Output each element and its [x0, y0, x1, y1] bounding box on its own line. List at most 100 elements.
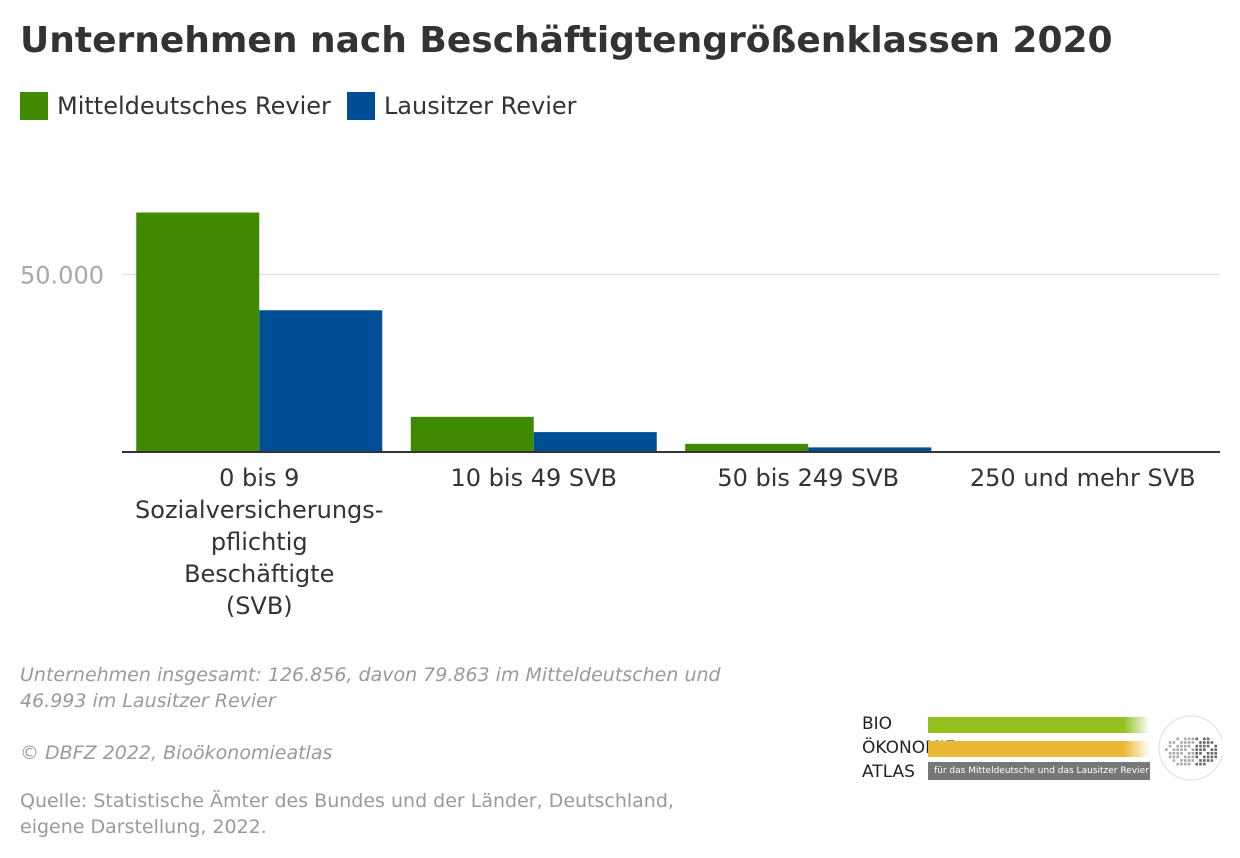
x-tick-label-line: Beschäftigte	[184, 560, 335, 588]
map-dot	[1199, 759, 1202, 762]
map-dot	[1199, 752, 1202, 755]
map-dot	[1180, 752, 1183, 755]
map-dot	[1187, 741, 1191, 744]
x-tick-label-line: 0 bis 9	[219, 464, 300, 492]
x-tick-label-line: 50 bis 249 SVB	[717, 464, 900, 492]
map-dot	[1195, 744, 1198, 748]
map-dot	[1210, 741, 1214, 744]
bioeconomy-atlas-logo: BIO ÖKONOMIE ATLAS für das Mitteldeutsch…	[862, 714, 1222, 786]
bar-mitteldeutsch-0	[136, 212, 260, 452]
logo-subtitle: für das Mitteldeutsche und das Lausitzer…	[928, 762, 1150, 780]
map-dot	[1199, 741, 1202, 744]
y-tick-label-0: 50.000	[20, 261, 104, 289]
map-dot	[1180, 741, 1183, 744]
map-dot	[1206, 744, 1210, 748]
map-dot	[1176, 748, 1179, 751]
map-dot	[1206, 752, 1210, 755]
map-dot	[1199, 744, 1202, 748]
map-dot	[1184, 741, 1187, 744]
map-dot	[1203, 737, 1206, 741]
copyright-note: © DBFZ 2022, Bioökonomieatlas	[20, 742, 333, 764]
map-dot	[1214, 752, 1217, 755]
bar-lausitz-0	[259, 310, 383, 452]
map-dot	[1184, 759, 1187, 762]
x-tick-label-1: 10 bis 49 SVB	[394, 462, 674, 494]
map-dot	[1191, 741, 1195, 744]
map-dot	[1172, 755, 1176, 759]
map-dot	[1187, 744, 1191, 748]
x-tick-label-0: 0 bis 9 Sozialversicherungs-pflichtig Besc…	[119, 462, 399, 622]
map-dot	[1165, 748, 1168, 751]
map-dot	[1210, 752, 1214, 755]
map-dot	[1168, 741, 1172, 744]
logo-text-atlas: ATLAS	[862, 762, 915, 782]
map-dot	[1203, 755, 1206, 759]
map-dot	[1180, 759, 1183, 762]
map-dot	[1187, 762, 1191, 766]
map-dot	[1195, 752, 1198, 755]
map-dot	[1187, 752, 1191, 755]
map-dot	[1184, 748, 1187, 751]
map-dot	[1206, 755, 1210, 759]
summary-note: Unternehmen insgesamt: 126.856, davon 79…	[20, 662, 721, 714]
map-dot	[1191, 759, 1195, 762]
map-dot	[1176, 744, 1179, 748]
map-dot	[1191, 755, 1195, 759]
map-dot	[1176, 755, 1179, 759]
map-dot	[1214, 748, 1217, 751]
map-dot	[1187, 737, 1191, 741]
x-tick-label-3: 250 und mehr SVB	[943, 462, 1223, 494]
map-dot	[1203, 744, 1206, 748]
map-dot	[1191, 752, 1195, 755]
logo-bar-bio	[928, 717, 1150, 733]
legend-item-lausitzer[interactable]: Lausitzer Revier	[346, 92, 577, 120]
legend-label-lausitzer: Lausitzer Revier	[383, 92, 577, 120]
map-dot	[1176, 752, 1179, 755]
source-line-1: Quelle: Statistische Ämter des Bundes un…	[20, 790, 674, 812]
summary-line-1: Unternehmen insgesamt: 126.856, davon 79…	[20, 664, 721, 686]
bar-mitteldeutsch-2	[685, 443, 809, 452]
map-dot	[1184, 762, 1187, 766]
x-tick-label-line: (SVB)	[225, 592, 293, 620]
map-dot	[1187, 759, 1191, 762]
summary-line-2: 46.993 im Lausitzer Revier	[20, 690, 276, 712]
bar-lausitz-2	[808, 447, 932, 452]
map-dot	[1184, 737, 1187, 741]
x-tick-label-line: 250 und mehr SVB	[969, 464, 1196, 492]
logo-bar-oekonomie	[928, 741, 1150, 757]
source-note: Quelle: Statistische Ämter des Bundes un…	[20, 788, 674, 840]
map-dot	[1206, 741, 1210, 744]
map-dot	[1191, 737, 1195, 741]
legend-swatch-mitteldeutsches	[20, 92, 48, 120]
x-tick-label-line: 10 bis 49 SVB	[450, 464, 618, 492]
map-dot	[1184, 744, 1187, 748]
legend: Mitteldeutsches Revier Lausitzer Revier	[20, 92, 593, 120]
region-map-icon	[1158, 715, 1222, 781]
map-dot	[1195, 755, 1198, 759]
legend-label-mitteldeutsches: Mitteldeutsches Revier	[57, 92, 331, 120]
map-dot	[1199, 762, 1202, 766]
map-dot	[1168, 755, 1172, 759]
map-dot	[1203, 762, 1206, 766]
logo-text-bio: BIO	[862, 714, 893, 734]
map-dot	[1214, 755, 1217, 759]
map-dot	[1180, 762, 1183, 766]
map-dot	[1210, 759, 1214, 762]
map-dot	[1187, 755, 1191, 759]
map-dot	[1214, 744, 1217, 748]
map-dot	[1206, 759, 1210, 762]
map-dot	[1195, 737, 1198, 741]
map-dot	[1176, 762, 1179, 766]
map-dot	[1176, 737, 1179, 741]
map-dot	[1172, 759, 1176, 762]
map-dot	[1184, 755, 1187, 759]
map-dot	[1195, 748, 1198, 751]
map-dot	[1172, 741, 1176, 744]
x-tick-label-2: 50 bis 249 SVB	[668, 462, 948, 494]
map-dot	[1199, 748, 1202, 751]
legend-item-mitteldeutsches[interactable]: Mitteldeutsches Revier	[20, 92, 331, 120]
bar-lausitz-1	[533, 432, 657, 452]
map-dot	[1168, 752, 1172, 755]
map-dot	[1210, 748, 1214, 751]
map-dot	[1195, 762, 1198, 766]
